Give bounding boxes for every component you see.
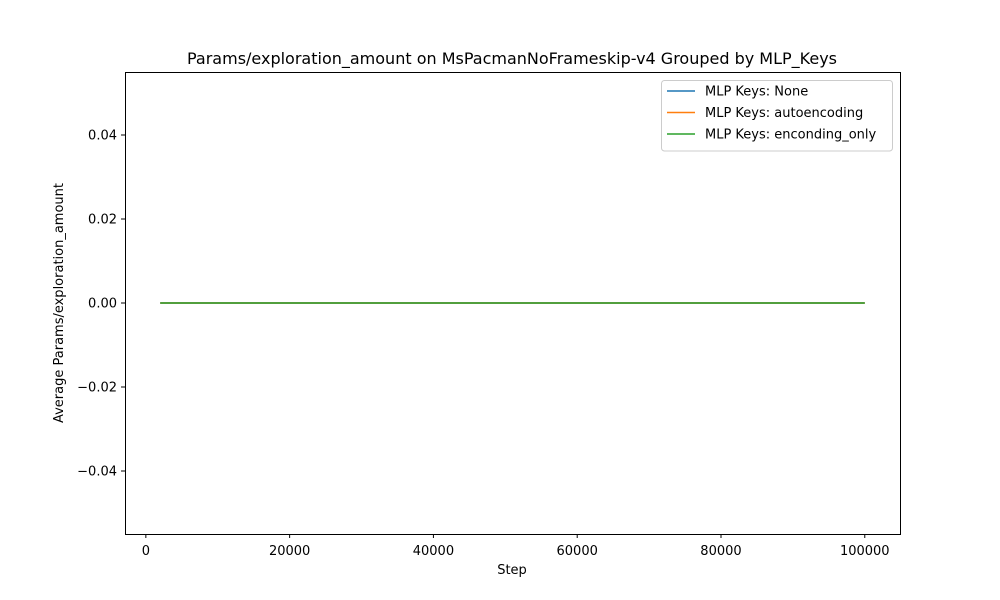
x-tick-label: 0 <box>142 544 150 559</box>
y-axis-ticks: −0.04 −0.02 0.00 0.02 0.04 <box>77 129 125 480</box>
legend-box <box>661 80 893 152</box>
y-tick-label: 0.02 <box>88 213 117 228</box>
x-tick-label: 100000 <box>840 544 890 559</box>
y-tick-label: −0.04 <box>77 465 117 480</box>
x-tick-label: 80000 <box>700 544 741 559</box>
legend-label: MLP Keys: None <box>705 85 808 100</box>
x-axis-ticks: 0 20000 40000 60000 80000 100000 <box>142 534 890 559</box>
legend-label: MLP Keys: autoencoding <box>705 106 863 121</box>
legend-label: MLP Keys: enconding_only <box>705 128 877 143</box>
y-tick-label: 0.04 <box>88 129 117 144</box>
y-tick-label: −0.02 <box>77 381 117 396</box>
x-tick-label: 60000 <box>557 544 598 559</box>
legend: MLP Keys: None MLP Keys: autoencoding MLP … <box>661 80 893 152</box>
y-tick-label: 0.00 <box>88 297 117 312</box>
plot-frame <box>125 72 901 535</box>
y-axis-label: Average Params/exploration_amount <box>52 183 67 423</box>
x-tick-label: 20000 <box>269 544 310 559</box>
x-axis-label: Step <box>497 563 527 578</box>
chart-title: Params/exploration_amount on MsPacmanNoF… <box>187 49 837 69</box>
x-tick-label: 40000 <box>413 544 454 559</box>
